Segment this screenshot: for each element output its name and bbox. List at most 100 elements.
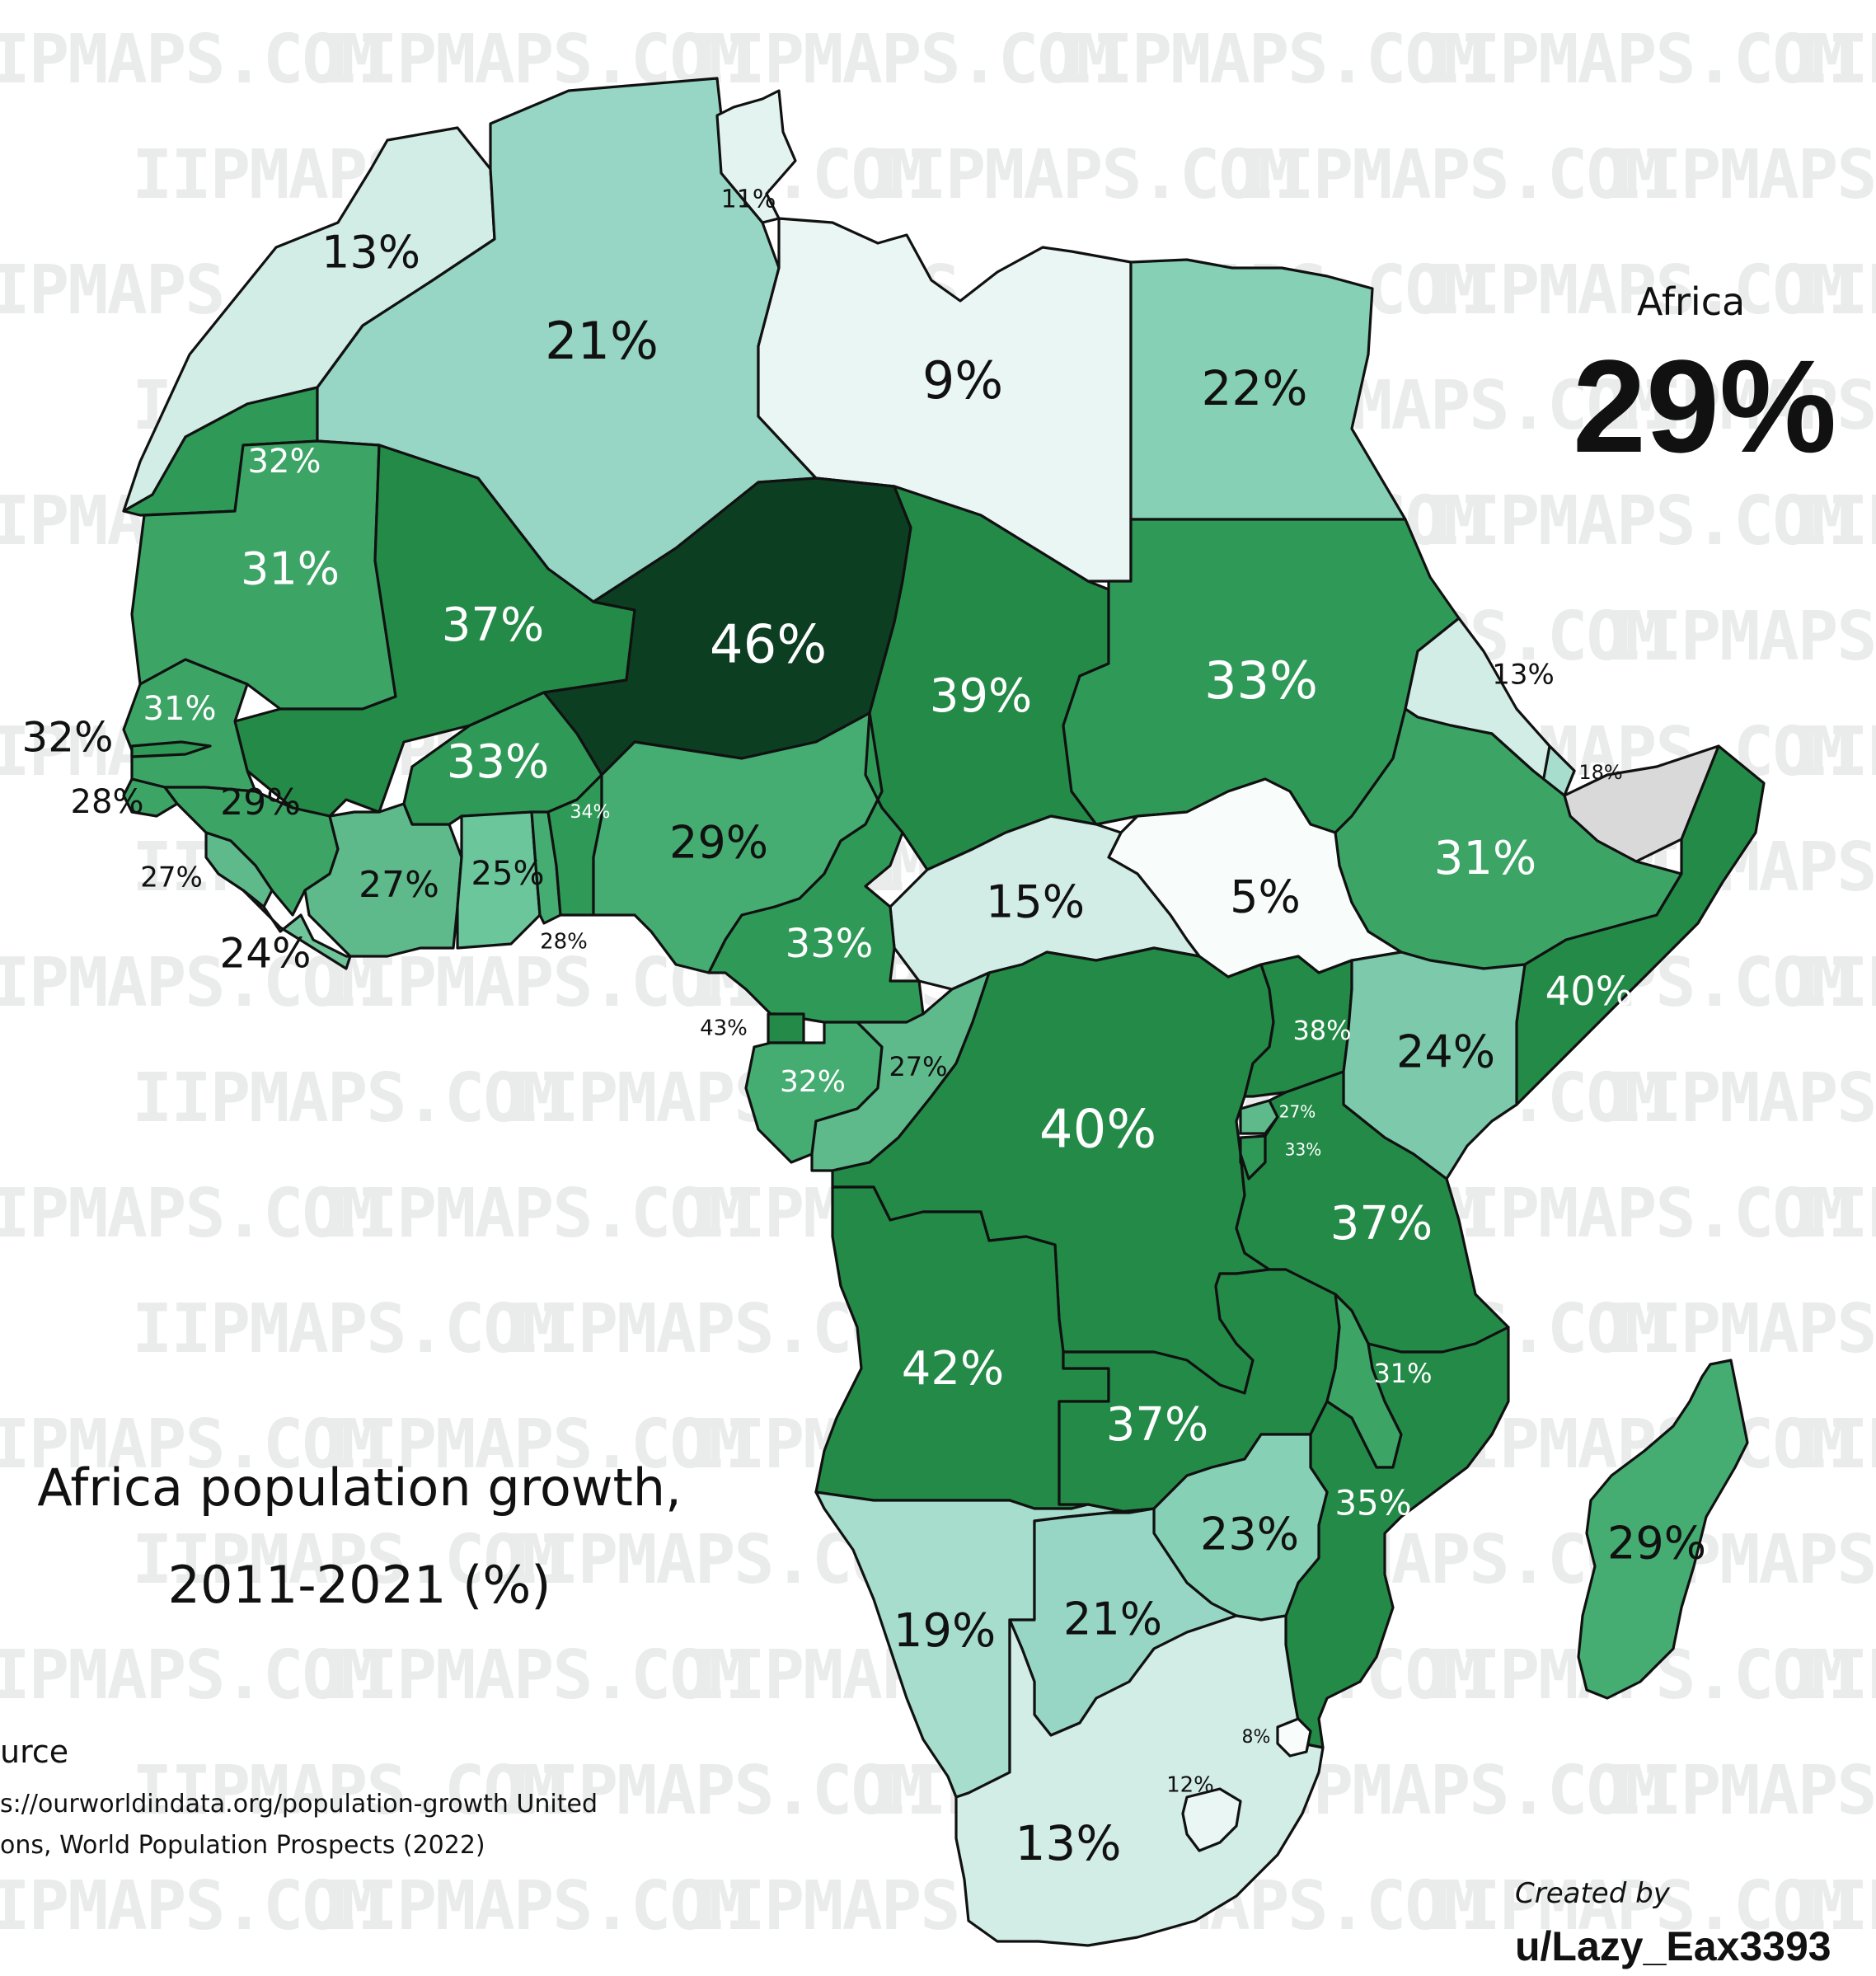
map-title: Africa population growth, 2011-2021 (%) [37, 1457, 682, 1615]
label-south-sudan: 5% [1230, 871, 1301, 923]
label-madagascar: 29% [1607, 1518, 1706, 1570]
label-niger: 46% [710, 615, 827, 676]
watermark-text: IIPMAPS.COM [1602, 136, 1876, 214]
label-egypt: 22% [1202, 360, 1308, 416]
country-ivory-coast [303, 802, 463, 958]
label-togo: 28% [540, 930, 588, 955]
watermark-text: IIPMAPS.COM [1235, 136, 1664, 214]
label-gabon: 32% [780, 1065, 846, 1099]
country-layer [122, 77, 1766, 1947]
label-mauritania: 31% [241, 543, 340, 595]
watermark-text: IIPMAPS.COM [0, 1636, 380, 1715]
label-uganda: 38% [1292, 1015, 1351, 1046]
country-south-africa [954, 1614, 1325, 1947]
country-madagascar [1577, 1359, 1749, 1700]
watermark-text: IIPMAPS.COM [686, 21, 1115, 99]
watermark-text: IIPMAPS.COM [132, 1521, 561, 1599]
label-zambia: 37% [1106, 1398, 1208, 1452]
label-chad: 39% [930, 669, 1032, 723]
watermark-text: IIPMAPS.COM [1789, 1406, 1876, 1484]
watermark-text: IIPMAPS.COM [132, 1752, 561, 1830]
country-eswatini [1276, 1717, 1312, 1758]
label-guinea: 29% [220, 781, 301, 824]
label-eswatini: 8% [1242, 1727, 1271, 1748]
label-congo: 27% [889, 1051, 947, 1082]
watermark-text: IIPMAPS.COM [1789, 1175, 1876, 1253]
source-line-1: s://ourworldindata.org/population-growth… [0, 1790, 598, 1819]
watermark-text: IIPMAPS.COM [1602, 1752, 1876, 1830]
label-tunisia: 11% [721, 185, 776, 214]
watermark-text: IIPMAPS.COM [318, 1636, 748, 1715]
label-namibia: 19% [893, 1604, 996, 1658]
watermark-text: IIPMAPS.COM [1421, 1867, 1850, 1945]
credit-user: u/Lazy_Eax3393 [1515, 1923, 1831, 1969]
credit-label: Created by [1515, 1877, 1671, 1910]
watermark-text: IIPMAPS.COM [1053, 21, 1483, 99]
watermark-text: IIPMAPS.COM [1789, 1636, 1876, 1715]
label-benin: 34% [570, 802, 611, 823]
label-zimbabwe: 23% [1200, 1509, 1299, 1561]
label-tanzania: 37% [1330, 1197, 1433, 1251]
label-mozambique: 35% [1334, 1483, 1411, 1523]
watermark-text: IIPMAPS.COM [1789, 944, 1876, 1022]
label-algeria: 21% [545, 311, 659, 371]
source-label: urce [0, 1734, 68, 1770]
watermark-text: IIPMAPS.COM [1789, 21, 1876, 99]
watermark-text: IIPMAPS.COM [1789, 1867, 1876, 1945]
watermark-text: IIPMAPS.COM [1421, 251, 1850, 330]
watermark-text: IIPMAPS.COM [499, 1752, 929, 1830]
country-liberia [242, 889, 352, 970]
watermark-text: IIPMAPS.COM [0, 1867, 380, 1945]
label-kenya: 24% [1396, 1026, 1495, 1078]
watermark-text: IIPMAPS.COM [1421, 482, 1850, 561]
label-ethiopia: 31% [1434, 832, 1536, 885]
watermark-text: IIPMAPS.COM [318, 1175, 748, 1253]
label-nigeria: 29% [669, 817, 768, 869]
watermark-text: IIPMAPS.COM [0, 1406, 380, 1484]
watermark-text: IIPMAPS.COM [867, 136, 1297, 214]
label-sierra-leone: 27% [140, 861, 203, 894]
watermark-text: IIPMAPS.COM [1789, 713, 1876, 791]
watermark-text: IIPMAPS.COM [132, 1290, 561, 1368]
country-label-layer: 13% 21% 11% 9% 22% 32% 31% 37% 46% 39% 3… [21, 185, 1706, 1872]
watermark-text: IIPMAPS.COM [1602, 598, 1876, 676]
watermark-text: IIPMAPS.COM [318, 1406, 748, 1484]
label-senegal: 31% [143, 690, 217, 728]
country-tunisia [715, 89, 797, 224]
label-equatorial-guinea: 43% [700, 1016, 748, 1041]
country-gambia [130, 740, 212, 758]
label-drc: 40% [1039, 1100, 1156, 1161]
watermark-text: IIPMAPS.COM [318, 1867, 748, 1945]
label-car: 15% [986, 876, 1085, 928]
source-line-2: ons, World Population Prospects (2022) [0, 1831, 485, 1860]
title-line-1: Africa population growth, [37, 1457, 682, 1518]
watermark-text: IIPMAPS.COM [0, 21, 380, 99]
watermark-text: IIPMAPS.COM [1789, 251, 1876, 330]
country-equatorial-guinea [767, 1012, 805, 1044]
label-ivory-coast: 27% [359, 864, 439, 906]
label-malawi: 31% [1373, 1358, 1432, 1389]
label-ghana: 25% [471, 855, 545, 893]
watermark-text: IIPMAPS.COM [0, 944, 380, 1022]
label-djibouti: 18% [1578, 761, 1622, 784]
africa-summary: Africa 29% [1573, 279, 1836, 480]
label-burundi: 33% [1285, 1140, 1321, 1160]
label-mali: 37% [442, 598, 544, 652]
label-liberia: 24% [219, 930, 311, 978]
watermark-text: IIPMAPS.COM [1602, 367, 1876, 445]
watermark-text: IIPMAPS.COM [1602, 1059, 1876, 1138]
source-note: urce s://ourworldindata.org/population-g… [0, 1734, 598, 1860]
watermark-text: IIPMAPS.COM [1421, 21, 1850, 99]
summary-value: 29% [1573, 332, 1836, 480]
label-gambia: 32% [21, 714, 113, 762]
label-angola: 42% [902, 1342, 1004, 1396]
watermark-text: IIPMAPS.COM [132, 1059, 561, 1138]
summary-label: Africa [1637, 279, 1745, 324]
label-libya: 9% [922, 350, 1003, 411]
label-somalia: 40% [1545, 969, 1634, 1015]
label-sudan: 33% [1204, 650, 1318, 711]
label-eritrea: 13% [1492, 659, 1555, 692]
label-western-sahara: 32% [248, 443, 321, 481]
